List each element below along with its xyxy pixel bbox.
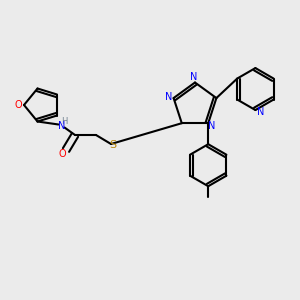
Text: N: N bbox=[190, 72, 197, 82]
Text: N: N bbox=[164, 92, 172, 101]
Text: O: O bbox=[15, 100, 22, 110]
Text: N: N bbox=[208, 121, 215, 131]
Text: N: N bbox=[257, 106, 265, 116]
Text: O: O bbox=[58, 149, 66, 160]
Text: N: N bbox=[58, 121, 65, 131]
Text: H: H bbox=[61, 117, 68, 126]
Text: S: S bbox=[109, 140, 116, 151]
